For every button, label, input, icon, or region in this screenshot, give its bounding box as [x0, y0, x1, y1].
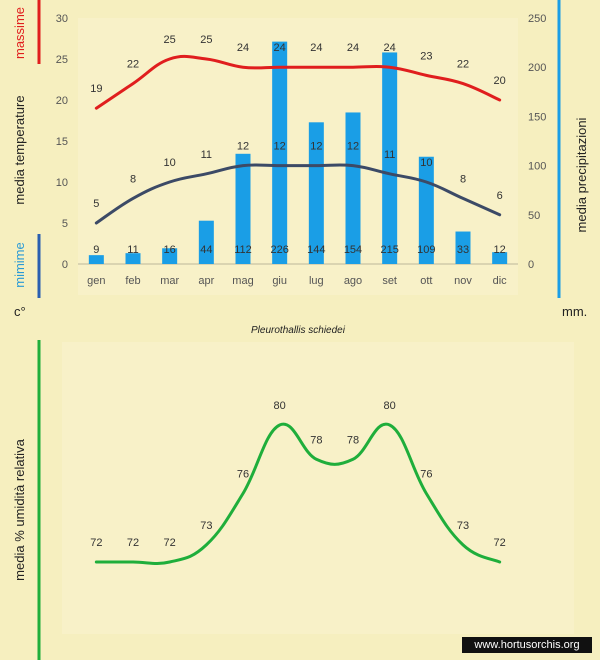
month-tick-label: ott [420, 275, 432, 287]
precipitation-bar [308, 122, 324, 264]
precipitation-bar [382, 52, 398, 264]
precipitation-bar [492, 252, 508, 264]
temperature-axis-label: media temperature [12, 95, 27, 204]
month-tick-label: giu [272, 275, 287, 287]
month-tick-label: nov [454, 275, 472, 287]
left-tick-label: 15 [56, 136, 68, 148]
month-tick-label: mag [232, 275, 253, 287]
top-plot-area [78, 18, 518, 295]
precipitation-bar [198, 220, 214, 264]
precipitation-bar [88, 255, 104, 264]
precipitation-value-label: 16 [164, 244, 176, 256]
max-temperature-value-label: 23 [420, 50, 432, 62]
precipitation-value-label: 112 [234, 244, 252, 256]
precipitation-value-label: 33 [457, 244, 469, 256]
humidity-line [94, 422, 502, 566]
precipitation-unit: mm. [562, 304, 587, 319]
min-temperature-line [94, 163, 502, 225]
humidity-value-label: 76 [237, 469, 249, 481]
precipitation-bar [162, 248, 178, 264]
max-temperature-value-label: 22 [127, 59, 139, 71]
precipitation-bar [235, 153, 251, 264]
humidity-value-label: 80 [384, 400, 396, 412]
max-temperature-value-label: 22 [457, 59, 469, 71]
humidity-value-label: 76 [420, 469, 432, 481]
mimime-label: mimime [12, 242, 27, 288]
humidity-axis-label: media % umidità relativa [12, 438, 27, 580]
max-temperature-value-label: 24 [274, 42, 286, 54]
humidity-value-label: 72 [127, 537, 139, 549]
precipitation-bar [272, 41, 288, 265]
precipitation-value-label: 12 [494, 244, 506, 256]
right-tick-label: 200 [528, 62, 546, 74]
max-temperature-line [94, 54, 502, 110]
max-temperature-value-label: 24 [347, 42, 359, 54]
right-tick-label: 50 [528, 210, 540, 222]
right-tick-label: 250 [528, 13, 546, 25]
precipitation-bar [345, 112, 361, 265]
right-tick-label: 0 [528, 259, 534, 271]
precipitation-value-label: 9 [93, 244, 99, 256]
max-temperature-value-label: 19 [90, 83, 102, 95]
precipitation-bar [125, 253, 141, 264]
humidity-value-label: 78 [310, 434, 322, 446]
humidity-value-label: 73 [457, 520, 469, 532]
humidity-value-label: 78 [347, 434, 359, 446]
max-temperature-value-label: 24 [310, 42, 322, 54]
min-temperature-value-label: 8 [460, 173, 466, 185]
left-tick-label: 25 [56, 54, 68, 66]
precipitation-value-label: 215 [380, 244, 398, 256]
max-temperature-value-label: 24 [384, 42, 396, 54]
max-temperature-value-label: 25 [200, 34, 212, 46]
humidity-value-label: 72 [90, 537, 102, 549]
humidity-value-label: 73 [200, 520, 212, 532]
right-tick-label: 150 [528, 111, 546, 123]
month-tick-label: dic [493, 275, 508, 287]
min-temperature-value-label: 11 [201, 149, 212, 161]
min-temperature-value-label: 12 [237, 141, 249, 153]
min-temperature-value-label: 12 [310, 141, 322, 153]
month-tick-label: lug [309, 275, 324, 287]
bottom-plot-area [62, 342, 574, 634]
precipitation-value-label: 44 [200, 244, 212, 256]
precipitation-value-label: 11 [127, 244, 138, 256]
min-temperature-value-label: 10 [420, 157, 432, 169]
min-temperature-value-label: 12 [347, 141, 359, 153]
precipitation-value-label: 144 [307, 244, 325, 256]
right-tick-label: 100 [528, 161, 546, 173]
month-tick-label: apr [198, 275, 214, 287]
humidity-value-label: 80 [274, 400, 286, 412]
min-temperature-value-label: 10 [164, 157, 176, 169]
month-tick-label: set [382, 275, 397, 287]
chart-title: Pleurothallis schiedei [251, 325, 346, 336]
temperature-unit: c° [14, 304, 26, 319]
month-tick-label: feb [125, 275, 140, 287]
max-temperature-value-label: 24 [237, 42, 249, 54]
left-tick-label: 20 [56, 95, 68, 107]
precipitation-axis-label: media precipitazioni [574, 117, 589, 232]
humidity-value-label: 72 [494, 537, 506, 549]
min-temperature-value-label: 8 [130, 173, 136, 185]
left-tick-label: 30 [56, 13, 68, 25]
max-temperature-value-label: 25 [164, 34, 176, 46]
left-tick-label: 10 [56, 177, 68, 189]
massime-label: massime [12, 7, 27, 59]
precipitation-bar [455, 231, 471, 264]
month-tick-label: mar [160, 275, 179, 287]
min-temperature-value-label: 11 [384, 149, 395, 161]
min-temperature-value-label: 5 [93, 198, 99, 210]
humidity-value-label: 72 [164, 537, 176, 549]
min-temperature-value-label: 12 [274, 141, 286, 153]
left-tick-label: 5 [62, 218, 68, 230]
month-tick-label: gen [87, 275, 105, 287]
watermark: www.hortusorchis.org [462, 637, 592, 653]
month-tick-label: ago [344, 275, 362, 287]
left-tick-label: 0 [62, 259, 68, 271]
max-temperature-value-label: 20 [494, 75, 506, 87]
precipitation-value-label: 109 [417, 244, 435, 256]
min-temperature-value-label: 6 [497, 190, 503, 202]
precipitation-value-label: 154 [344, 244, 362, 256]
precipitation-value-label: 226 [270, 244, 288, 256]
